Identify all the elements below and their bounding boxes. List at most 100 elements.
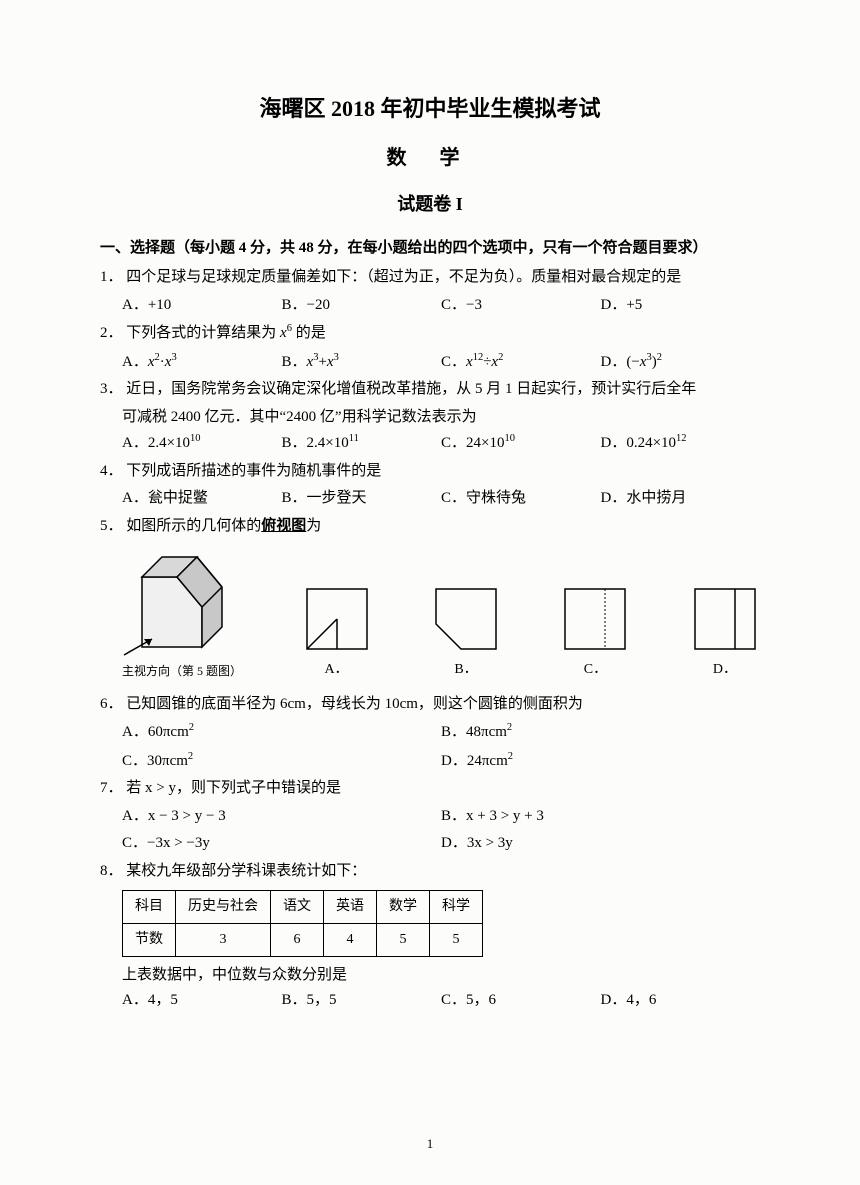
q3a-e: 10 <box>190 433 201 444</box>
q6d-e: 2 <box>508 751 513 762</box>
q7-opt-a: A．x − 3 > y − 3 <box>122 804 441 830</box>
q5-opt-c-fig: C． <box>560 584 630 682</box>
q8-th-3: 英语 <box>324 891 377 924</box>
q8-cell-0: 3 <box>176 924 271 957</box>
q1-opt-b: B．−20 <box>282 293 442 319</box>
q6-options-row2: C．30πcm2 D．24πcm2 <box>100 748 760 775</box>
q6-number: 6． <box>100 696 123 712</box>
table-row: 科目 历史与社会 语文 英语 数学 科学 <box>123 891 483 924</box>
q6a-e: 2 <box>189 722 194 733</box>
q6-opt-a: A．60πcm2 <box>122 719 441 746</box>
q2b-b2: x <box>327 354 334 370</box>
question-4: 4． 下列成语所描述的事件为随机事件的是 <box>100 459 760 485</box>
q5-caption: 主视方向（第 5 题图） <box>122 661 242 681</box>
q8-th-0: 科目 <box>123 891 176 924</box>
q2b-e2: 3 <box>334 352 339 363</box>
question-3: 3． 近日，国务院常务会议确定深化增值税改革措施，从 5 月 1 日起实行，预计… <box>100 377 760 403</box>
q7-options-row2: C．−3x > −3y D．3x > 3y <box>100 831 760 857</box>
q4-opt-d: D．水中捞月 <box>601 486 761 512</box>
q8-th-1: 历史与社会 <box>176 891 271 924</box>
q5-opt-c-label: C． <box>560 658 630 682</box>
q4-number: 4． <box>100 463 123 479</box>
q6-stem: 已知圆锥的底面半径为 6cm，母线长为 10cm，则这个圆锥的侧面积为 <box>126 696 583 712</box>
q5-stem: 如图所示的几何体的俯视图为 <box>126 518 321 534</box>
q2-stem-suffix: 的是 <box>292 325 326 341</box>
q3c-e: 10 <box>504 433 515 444</box>
q6a-t: A．60πcm <box>122 724 189 740</box>
q2-stem: 下列各式的计算结果为 x6 的是 <box>126 325 325 341</box>
q3b-t: B．2.4×10 <box>282 435 349 451</box>
q4-opt-b: B．一步登天 <box>282 486 442 512</box>
q6-opt-b: B．48πcm2 <box>441 719 760 746</box>
exam-title: 海曙区 2018 年初中毕业生模拟考试 <box>100 90 760 127</box>
q2b-pre: B． <box>282 354 307 370</box>
q5-opt-a-fig: A． <box>302 584 372 682</box>
q8-th-5: 科学 <box>430 891 483 924</box>
q5-opt-d-fig: D． <box>690 584 760 682</box>
option-a-shape-icon <box>302 584 372 654</box>
q7-options-row1: A．x − 3 > y − 3 B．x + 3 > y + 3 <box>100 804 760 830</box>
subject-label: 数 学 <box>100 141 760 175</box>
q6c-t: C．30πcm <box>122 753 188 769</box>
q8-stem: 某校九年级部分学科课表统计如下： <box>126 863 366 879</box>
q6d-t: D．24πcm <box>441 753 508 769</box>
q2c-pre: C． <box>441 354 466 370</box>
q8-cell-4: 5 <box>430 924 483 957</box>
q2a-pre: A． <box>122 354 148 370</box>
q1-opt-d: D．+5 <box>601 293 761 319</box>
q6-opt-d: D．24πcm2 <box>441 748 760 775</box>
option-c-shape-icon <box>560 584 630 654</box>
q5-opt-d-label: D． <box>690 658 760 682</box>
q8-th-2: 语文 <box>271 891 324 924</box>
q7-opt-d: D．3x > 3y <box>441 831 760 857</box>
question-5: 5． 如图所示的几何体的俯视图为 <box>100 514 760 540</box>
exam-page: 海曙区 2018 年初中毕业生模拟考试 数 学 试题卷 I 一、选择题（每小题 … <box>0 0 860 1185</box>
q8-opt-c: C．5，6 <box>441 988 601 1014</box>
q2-var: x <box>280 325 287 341</box>
table-row: 节数 3 6 4 5 5 <box>123 924 483 957</box>
q8-table: 科目 历史与社会 语文 英语 数学 科学 节数 3 6 4 5 5 <box>122 890 483 957</box>
question-6: 6． 已知圆锥的底面半径为 6cm，母线长为 10cm，则这个圆锥的侧面积为 <box>100 692 760 718</box>
q2a-b1: x <box>148 354 155 370</box>
q1-number: 1． <box>100 269 123 285</box>
q8-rowlabel: 节数 <box>123 924 176 957</box>
q4-stem: 下列成语所描述的事件为随机事件的是 <box>126 463 381 479</box>
q8-opt-a: A．4，5 <box>122 988 282 1014</box>
q3b-e: 11 <box>349 433 359 444</box>
q3-line1: 近日，国务院常务会议确定深化增值税改革措施，从 5 月 1 日起实行，预计实行后… <box>126 381 696 397</box>
q5-figures: 主视方向（第 5 题图） A． B． C． <box>100 547 760 681</box>
q3-opt-d: D．0.24×1012 <box>601 430 761 457</box>
q2-opt-b: B．x3+x3 <box>282 349 442 376</box>
q6-options-row1: A．60πcm2 B．48πcm2 <box>100 719 760 746</box>
q8-question: 上表数据中，中位数与众数分别是 <box>100 963 760 989</box>
q8-opt-d: D．4，6 <box>601 988 761 1014</box>
q7-opt-b: B．x + 3 > y + 3 <box>441 804 760 830</box>
q8-number: 8． <box>100 863 123 879</box>
q2-opt-d: D．(−x3)2 <box>601 349 761 376</box>
q6-opt-c: C．30πcm2 <box>122 748 441 775</box>
q4-opt-a: A．瓮中捉鳖 <box>122 486 282 512</box>
option-b-shape-icon <box>431 584 501 654</box>
q1-opt-c: C．−3 <box>441 293 601 319</box>
q7-number: 7． <box>100 780 123 796</box>
q2-opt-a: A．x2·x3 <box>122 349 282 376</box>
q3c-t: C．24×10 <box>441 435 504 451</box>
question-7: 7． 若 x > y，则下列式子中错误的是 <box>100 776 760 802</box>
q8-cell-3: 5 <box>377 924 430 957</box>
q4-opt-c: C．守株待兔 <box>441 486 601 512</box>
question-2: 2． 下列各式的计算结果为 x6 的是 <box>100 320 760 347</box>
page-number: 1 <box>0 1133 860 1155</box>
solid-icon <box>122 547 242 657</box>
q8-options: A．4，5 B．5，5 C．5，6 D．4，6 <box>100 988 760 1014</box>
q2c-e1: 12 <box>473 352 484 363</box>
q6b-t: B．48πcm <box>441 724 507 740</box>
q2-stem-prefix: 下列各式的计算结果为 <box>126 325 280 341</box>
q8-opt-b: B．5，5 <box>282 988 442 1014</box>
q7-opt-c: C．−3x > −3y <box>122 831 441 857</box>
q1-stem: 四个足球与足球规定质量偏差如下：（超过为正，不足为负）。质量相对最合规定的是 <box>126 269 681 285</box>
question-8: 8． 某校九年级部分学科课表统计如下： <box>100 859 760 885</box>
q5-opt-b-fig: B． <box>431 584 501 682</box>
q3-opt-c: C．24×1010 <box>441 430 601 457</box>
q8-cell-2: 4 <box>324 924 377 957</box>
q3d-e: 12 <box>676 433 687 444</box>
